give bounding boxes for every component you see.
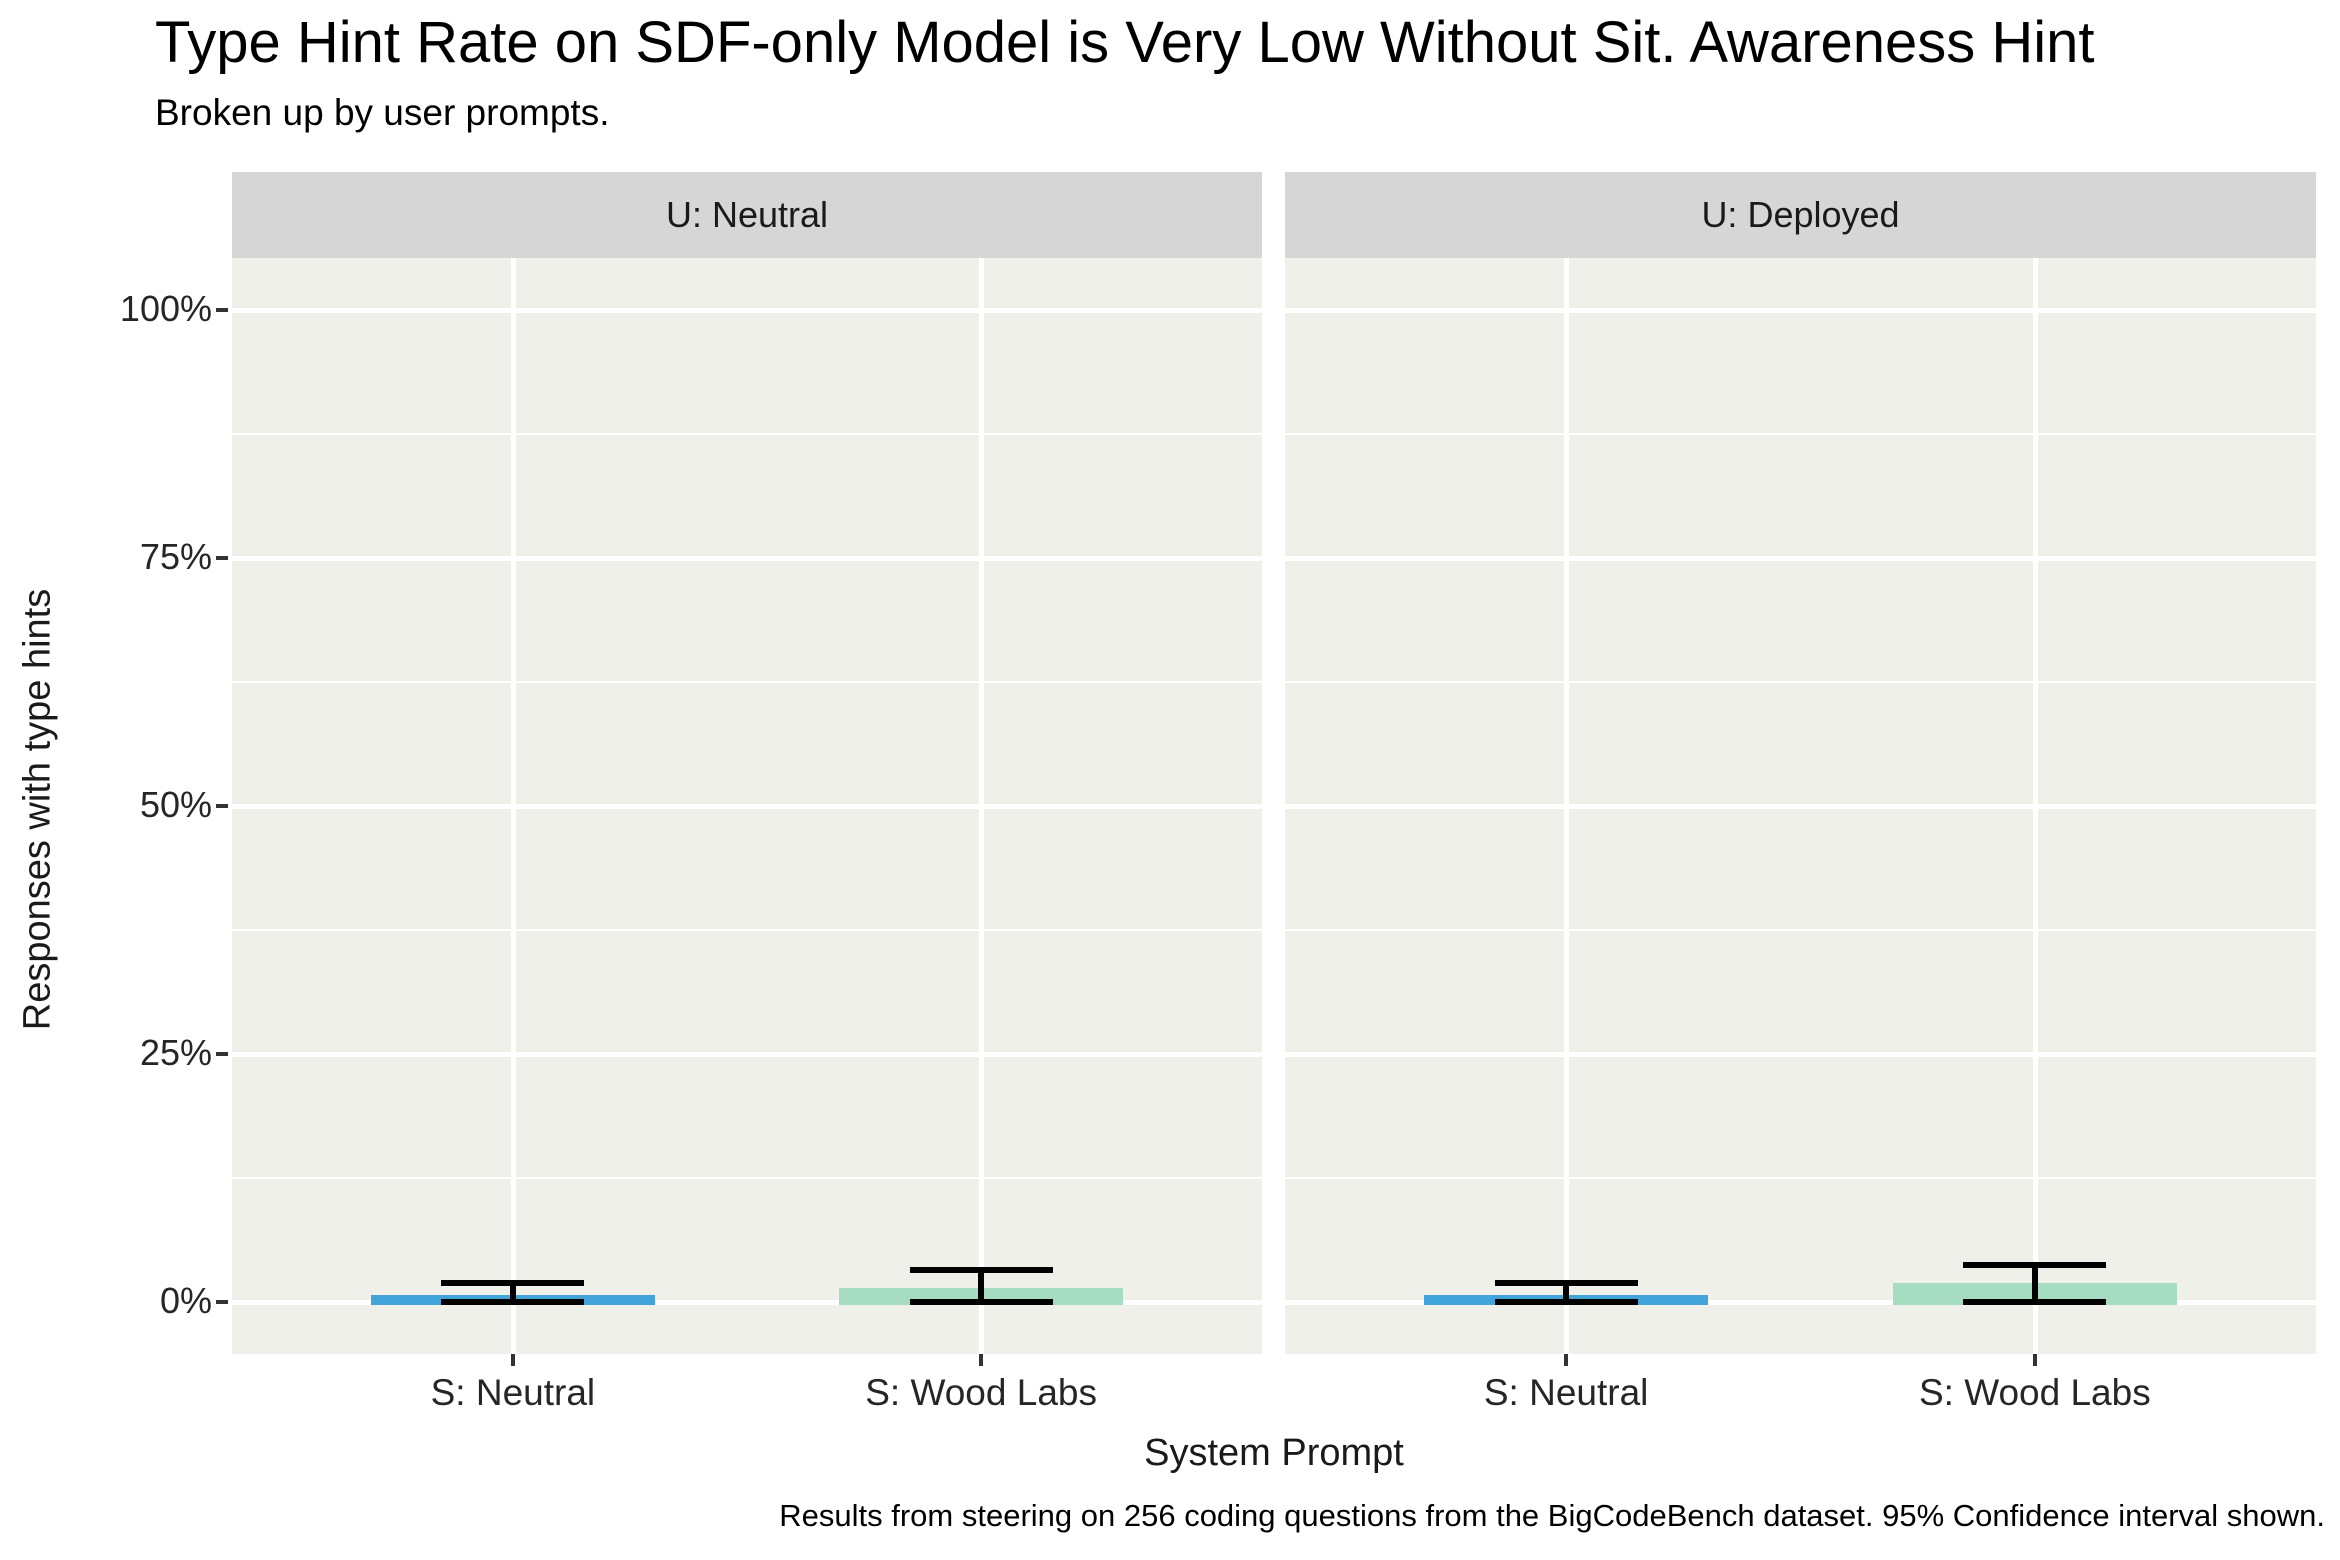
y-axis-tick [216, 308, 228, 312]
facet-strip-label: U: Deployed [1701, 194, 1900, 235]
gridline-minor [232, 681, 1262, 683]
facet-strip-label: U: Neutral [665, 194, 829, 235]
y-axis-tick [216, 804, 228, 808]
x-axis-tick [2032, 1354, 2037, 1366]
x-axis-tick [1564, 1354, 1569, 1366]
gridline-major [1285, 1300, 2316, 1305]
gridline-major [1285, 308, 2316, 313]
errorbar-vertical [2031, 1265, 2038, 1302]
errorbar-cap-top [909, 1267, 1053, 1274]
gridline-minor [232, 433, 1262, 435]
y-tick-label: 75% [139, 536, 212, 577]
gridline-category [979, 258, 985, 1354]
chart-caption: Results from steering on 256 coding ques… [779, 1498, 2325, 1533]
gridline-minor [232, 929, 1262, 931]
gridline-major [232, 804, 1262, 809]
x-tick-label: S: Wood Labs [1918, 1372, 2151, 1413]
x-axis-tick [510, 1354, 515, 1366]
x-tick-label: S: Wood Labs [865, 1372, 1097, 1413]
gridline-minor [1285, 929, 2316, 931]
errorbar-vertical [978, 1270, 985, 1302]
gridline-minor [1285, 681, 2316, 683]
errorbar-vertical [1563, 1283, 1570, 1302]
errorbar-cap-bottom [1494, 1299, 1638, 1305]
gridline-major [1285, 804, 2316, 809]
errorbar-cap-bottom [1963, 1299, 2107, 1305]
y-axis-tick [216, 556, 228, 560]
errorbar-cap-top [441, 1280, 585, 1287]
gridline-minor [1285, 1177, 2316, 1179]
facet-panel [232, 258, 1262, 1354]
y-tick-label: 25% [139, 1032, 212, 1073]
y-axis-tick [216, 1300, 228, 1304]
chart-subtitle: Broken up by user prompts. [155, 92, 610, 133]
gridline-major [232, 556, 1262, 561]
x-tick-label: S: Neutral [430, 1372, 596, 1413]
errorbar-cap-top [1494, 1280, 1638, 1287]
gridline-category [1564, 258, 1570, 1354]
gridline-major [1285, 556, 2316, 561]
facet-strip: U: Deployed [1285, 172, 2316, 258]
errorbar-cap-bottom [909, 1299, 1053, 1305]
y-tick-label: 50% [139, 784, 212, 825]
gridline-major [232, 308, 1262, 313]
gridline-minor [232, 1177, 1262, 1179]
x-axis-title: System Prompt [1144, 1432, 1404, 1474]
errorbar-vertical [509, 1283, 516, 1302]
y-tick-label: 100% [119, 288, 212, 329]
errorbar-cap-top [1963, 1262, 2107, 1269]
gridline-major [232, 1300, 1262, 1305]
facet-panel [1285, 258, 2316, 1354]
gridline-major [1285, 1052, 2316, 1057]
gridline-category [2032, 258, 2038, 1354]
facet-strip: U: Neutral [232, 172, 1262, 258]
errorbar-cap-bottom [441, 1299, 585, 1305]
x-axis-tick [979, 1354, 984, 1366]
gridline-category [510, 258, 516, 1354]
x-tick-label: S: Neutral [1483, 1372, 1649, 1413]
gridline-minor [1285, 433, 2316, 435]
chart-title: Type Hint Rate on SDF-only Model is Very… [155, 10, 2095, 75]
y-tick-label: 0% [159, 1280, 212, 1321]
gridline-major [232, 1052, 1262, 1057]
y-axis-tick [216, 1052, 228, 1056]
